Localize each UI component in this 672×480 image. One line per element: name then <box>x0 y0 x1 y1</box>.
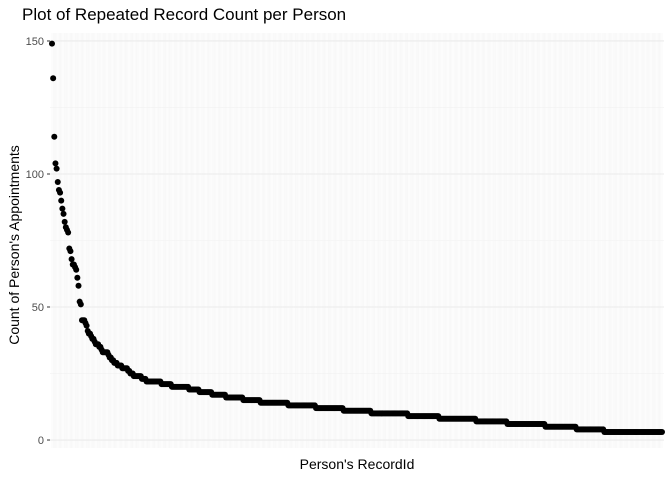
data-point <box>659 429 665 436</box>
y-tick-label: 50 <box>32 302 44 314</box>
y-tick-label: 150 <box>26 36 44 48</box>
data-point <box>59 205 66 212</box>
data-points <box>49 40 665 436</box>
data-point <box>51 133 58 140</box>
data-point <box>61 218 68 225</box>
chart-title: Plot of Repeated Record Count per Person <box>22 5 347 24</box>
data-point <box>52 160 59 167</box>
data-point <box>58 197 65 204</box>
y-tick-label: 100 <box>26 169 44 181</box>
data-point <box>65 229 72 236</box>
data-point <box>68 256 75 263</box>
data-point <box>57 189 64 196</box>
data-point <box>50 75 57 82</box>
data-point <box>53 165 60 172</box>
data-point <box>67 248 74 255</box>
data-point <box>77 301 84 308</box>
data-point <box>74 274 81 281</box>
data-point <box>83 322 90 329</box>
data-point <box>75 282 82 289</box>
y-tick-label: 0 <box>38 435 44 447</box>
data-point <box>60 210 67 217</box>
data-point <box>54 178 61 185</box>
y-grid <box>50 40 664 441</box>
y-axis: 0 50 100 150 <box>26 36 50 447</box>
data-point <box>73 266 80 273</box>
x-axis-title: Person's RecordId <box>299 456 415 472</box>
data-point <box>49 40 55 47</box>
